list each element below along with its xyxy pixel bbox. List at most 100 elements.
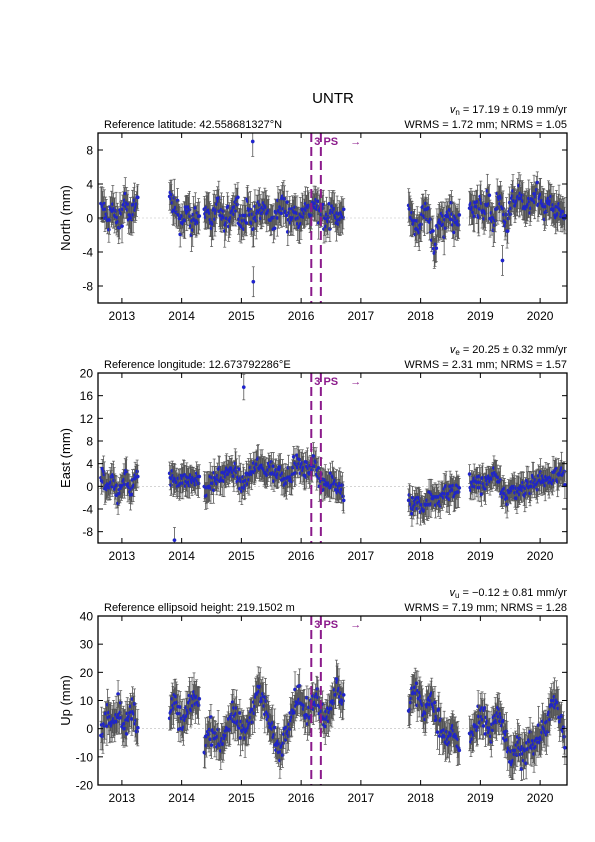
velocity-subscript: e [455,348,460,357]
event-label: 3 PS [314,136,338,148]
y-tick-label: 12 [80,412,94,426]
data-point [476,215,481,220]
y-tick-label: 16 [80,389,94,403]
x-tick-label: 2018 [407,549,434,563]
data-point [197,474,202,479]
data-point [284,213,289,218]
event-arrow: → [350,136,361,148]
event-label: 3 PS [314,376,338,388]
data-point [505,502,509,507]
axes-frame [97,372,568,544]
velocity-label: vn = 17.19 ± 0.19 mm/yr [450,104,568,117]
velocity-label: ve = 20.25 ± 0.32 mm/yr [450,344,568,357]
data-point [341,207,346,212]
data-point [535,180,540,185]
data-point [341,498,346,503]
data-point [209,743,214,748]
data-point [196,703,201,708]
data-point [257,203,262,207]
y-tick-label: 8 [86,435,93,449]
data-point [504,212,509,217]
data-point [563,213,567,218]
x-tick-label: 2013 [109,549,136,563]
y-tick-label: 0 [86,212,93,226]
y-axis-label: East (mm) [58,428,73,488]
data-point [135,474,140,479]
velocity-subscript: n [455,108,459,117]
data-point [196,481,201,486]
y-axis-label: North (mm) [58,185,73,251]
y-tick-label: 8 [86,144,93,158]
data-point [135,195,140,200]
data-point [235,202,240,207]
data-point [114,483,119,488]
data-point [419,222,424,227]
panel-east: 3 PS → -8 -4 0 4 8 12 16 20 2013 2014 2015 2016 2017 20… [58,344,568,563]
x-tick-label: 2020 [527,309,554,323]
reference-label: Reference longitude: 12.673792286°E [104,359,291,371]
x-tick-label: 2015 [228,549,255,563]
data-point [235,195,240,200]
stats-label: WRMS = 2.31 mm; NRMS = 1.57 [404,359,567,371]
data-point [120,224,124,228]
data-point [487,193,492,198]
data-point [106,227,111,232]
data-point [505,229,510,233]
data-point [135,729,140,734]
data-point [449,200,454,205]
data-point [135,725,140,730]
data-point [457,486,462,490]
x-tick-label: 2017 [348,309,375,323]
y-tick-label: -8 [82,280,93,294]
data-point [169,483,173,488]
x-tick-label: 2019 [467,549,494,563]
x-tick-label: 2016 [288,549,315,563]
data-point [272,226,277,231]
station-title: UNTR [312,90,354,107]
data-point [309,213,314,218]
data-point [434,246,439,251]
data-point [116,501,120,506]
data-point [423,201,428,206]
panel-north: 3 PS → -8 -4 0 4 8 2013 2014 2015 2016 2017 2018 2019… [58,104,568,323]
data-point [197,214,202,218]
outlier-point [241,385,246,390]
x-tick-label: 2017 [348,549,375,563]
x-tick-label: 2014 [168,309,195,323]
data-point [187,207,192,212]
data-point [456,490,461,494]
data-point [341,494,345,499]
x-tick-label: 2015 [228,309,255,323]
y-tick-label: 0 [86,480,93,494]
data-point [456,223,461,227]
x-tick-label: 2019 [467,309,494,323]
outlier-point [251,279,256,284]
data-point [457,213,462,217]
outlier-point [500,258,505,263]
data-point [114,719,119,724]
stats-label: WRMS = 1.72 mm; NRMS = 1.05 [404,119,567,131]
y-tick-label: 4 [86,178,93,192]
x-tick-label: 2014 [168,549,195,563]
data-point [428,217,433,222]
data-point [135,469,140,474]
x-tick-label: 2013 [109,309,136,323]
data-point [176,213,181,218]
x-tick-label: 2020 [527,549,554,563]
data-point [340,483,345,488]
x-tick-label: 2016 [288,309,315,323]
data-point [467,472,472,476]
event-arrow: → [350,376,361,388]
data-point [520,480,525,485]
data-point [325,219,330,224]
velocity-value: = 20.25 ± 0.32 mm/yr [460,344,568,356]
outlier-point [172,538,177,543]
data-point [431,228,435,233]
data-points-east [99,374,567,543]
data-point [327,227,332,231]
y-tick-label: 4 [86,457,93,471]
velocity-value: = 17.19 ± 0.19 mm/yr [460,104,568,116]
data-point [239,489,244,494]
